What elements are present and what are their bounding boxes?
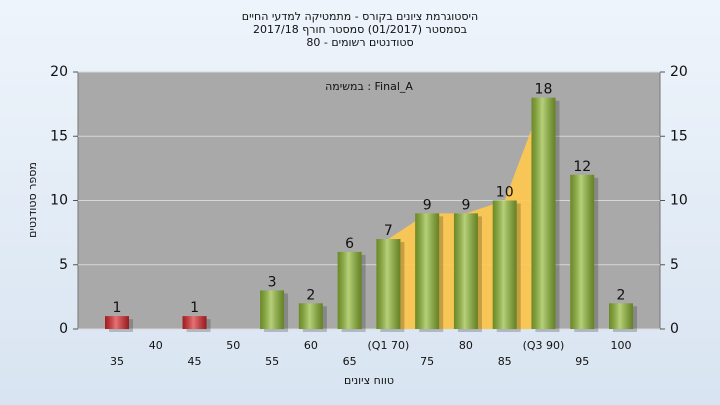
data-label: 12 — [573, 159, 591, 175]
y-axis-label: מספר סטודנטים — [26, 162, 39, 238]
y-tick-label: 15 — [50, 128, 68, 144]
x-tick-label: 35 — [110, 355, 124, 368]
data-label: 6 — [345, 236, 354, 252]
x-tick-label: 65 — [343, 355, 357, 368]
bar-shade — [105, 316, 129, 329]
chart-subtitle: סטודנטים רשומים - 80 — [306, 36, 413, 49]
data-label: 1 — [190, 300, 199, 316]
bar-shade — [182, 316, 207, 329]
x-tick-label: 50 — [226, 339, 240, 352]
x-tick-label: 40 — [149, 339, 163, 352]
x-tick-label: (Q1 70) — [368, 339, 410, 352]
bar-shade — [376, 239, 401, 329]
y-tick-label: 20 — [50, 64, 68, 80]
y2-tick-label: 20 — [670, 64, 688, 80]
x-tick-label: 55 — [265, 355, 279, 368]
data-label: 9 — [461, 197, 470, 213]
x-tick-label: 85 — [498, 355, 512, 368]
bar-shade — [453, 213, 478, 329]
data-label: 7 — [384, 223, 393, 239]
y-tick-label: 0 — [59, 321, 68, 337]
y2-tick-label: 10 — [670, 193, 688, 209]
data-label: 18 — [535, 82, 553, 98]
chart-subtitle: בסמסטר (01/2017) סמסטר חורף 2017/18 — [253, 23, 467, 36]
data-label: 9 — [423, 197, 432, 213]
data-label: 3 — [268, 274, 277, 290]
bar-shade — [531, 97, 556, 329]
x-tick-label: 95 — [575, 355, 589, 368]
bar-shade — [260, 290, 285, 329]
y-tick-label: 10 — [50, 193, 68, 209]
bar-shade — [492, 200, 517, 329]
y2-tick-label: 5 — [670, 257, 679, 273]
bar-shade — [415, 213, 440, 329]
x-axis-label: טווח ציונים — [344, 374, 394, 387]
bar-shade — [609, 303, 634, 329]
bar-shade — [337, 251, 362, 329]
x-tick-label: 60 — [304, 339, 318, 352]
x-tick-label: 75 — [420, 355, 434, 368]
y-tick-label: 5 — [59, 257, 68, 273]
data-label: 10 — [496, 185, 514, 201]
data-label: 2 — [617, 287, 626, 303]
data-label: 2 — [306, 287, 315, 303]
x-tick-label: 80 — [459, 339, 473, 352]
data-label: 1 — [113, 300, 122, 316]
y2-tick-label: 0 — [670, 321, 679, 337]
annotation: Final_A : במשימה — [325, 80, 413, 93]
chart-title: היסטוגרמת ציונים בקורס - מתמטיקה למדעי ה… — [242, 10, 478, 23]
bar-shade — [298, 303, 323, 329]
bar-shade — [570, 174, 595, 329]
y2-tick-label: 15 — [670, 128, 688, 144]
x-tick-label: (Q3 90) — [523, 339, 565, 352]
x-tick-label: 45 — [188, 355, 202, 368]
x-tick-label: 100 — [611, 339, 632, 352]
